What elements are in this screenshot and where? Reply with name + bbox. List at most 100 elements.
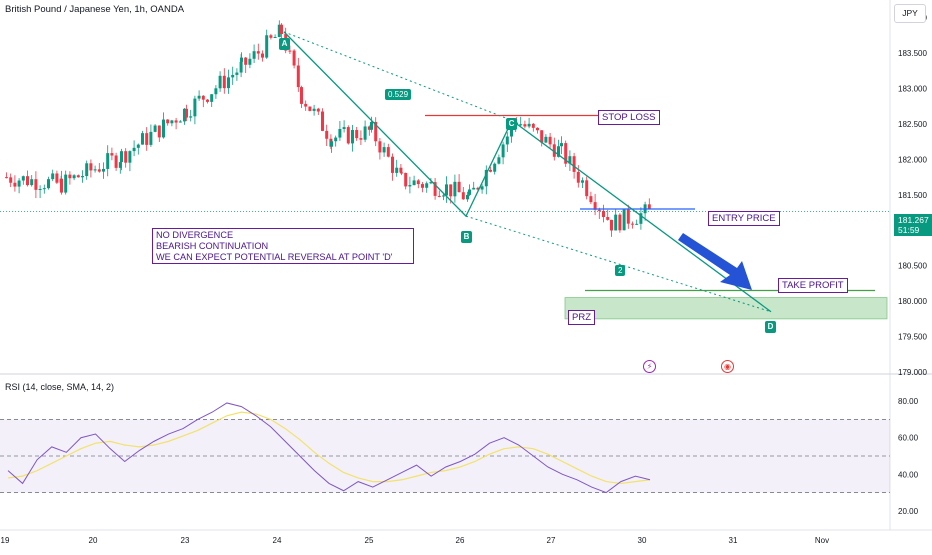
candle bbox=[244, 57, 248, 65]
candle bbox=[248, 58, 252, 65]
candle bbox=[395, 167, 399, 173]
candle bbox=[256, 51, 260, 54]
candle bbox=[21, 176, 25, 181]
time-tick-label: 30 bbox=[638, 536, 647, 545]
candle bbox=[118, 162, 122, 168]
candle bbox=[280, 24, 283, 35]
candle bbox=[437, 195, 441, 197]
candle bbox=[235, 72, 239, 75]
candle bbox=[288, 50, 292, 52]
candle bbox=[30, 179, 34, 186]
current-price-value: 181.267 bbox=[898, 215, 929, 225]
candle bbox=[222, 75, 226, 89]
prz-zone bbox=[564, 297, 888, 320]
symbol-title: British Pound / Japanese Yen, 1h, OANDA bbox=[5, 4, 185, 15]
candle bbox=[639, 213, 643, 224]
candle bbox=[593, 202, 597, 210]
bd-extension-line bbox=[465, 215, 772, 313]
candle bbox=[240, 57, 243, 62]
candle bbox=[564, 143, 568, 164]
candle bbox=[210, 94, 214, 102]
candle bbox=[60, 178, 63, 193]
candle bbox=[145, 133, 149, 145]
candle bbox=[136, 144, 140, 148]
candle bbox=[560, 143, 563, 147]
candle bbox=[342, 127, 346, 130]
candle bbox=[367, 126, 371, 130]
candle bbox=[312, 108, 316, 111]
point-c-label[interactable]: C bbox=[506, 118, 517, 130]
candle bbox=[647, 204, 651, 209]
target-icon[interactable]: ◉ bbox=[721, 360, 734, 373]
candle bbox=[581, 180, 584, 183]
point-d-label[interactable]: D bbox=[765, 321, 776, 333]
candle bbox=[461, 192, 465, 200]
candle bbox=[68, 174, 72, 179]
rsi-tick-label: 40.00 bbox=[898, 470, 919, 479]
candle bbox=[214, 88, 218, 95]
candle bbox=[370, 121, 373, 130]
time-tick-label: 25 bbox=[365, 536, 374, 545]
candle bbox=[610, 219, 613, 231]
currency-button[interactable]: JPY bbox=[894, 4, 926, 23]
candle bbox=[170, 120, 174, 124]
candle bbox=[626, 209, 630, 224]
candle bbox=[576, 171, 580, 183]
candle bbox=[501, 144, 505, 158]
prz-label[interactable]: PRZ bbox=[568, 310, 595, 325]
candle bbox=[201, 95, 205, 100]
rsi-title: RSI (14, close, SMA, 14, 2) bbox=[5, 382, 115, 392]
candle bbox=[399, 167, 403, 173]
candle bbox=[265, 35, 269, 58]
entry-price-label[interactable]: ENTRY PRICE bbox=[708, 211, 780, 226]
point-a-label[interactable]: A bbox=[279, 38, 290, 50]
candle bbox=[81, 176, 84, 178]
bd-ratio-label[interactable]: 2 bbox=[615, 265, 626, 276]
candle bbox=[363, 126, 367, 140]
candle bbox=[531, 123, 535, 128]
candle bbox=[26, 176, 29, 186]
price-tick-label: 179.000 bbox=[898, 368, 927, 377]
take-profit-label[interactable]: TAKE PROFIT bbox=[778, 278, 848, 293]
candle bbox=[110, 153, 114, 156]
flash-icon[interactable]: ⚡ bbox=[643, 360, 656, 373]
candle bbox=[120, 151, 123, 163]
time-tick-label: 27 bbox=[547, 536, 556, 545]
stop-loss-label[interactable]: STOP LOSS bbox=[598, 110, 660, 125]
candle bbox=[149, 131, 153, 145]
price-tick-label: 182.500 bbox=[898, 120, 927, 129]
candle bbox=[89, 163, 93, 171]
projection-arrow bbox=[678, 233, 752, 290]
candle bbox=[585, 180, 589, 197]
ac-ratio-label[interactable]: 0.529 bbox=[385, 89, 412, 100]
time-tick-label: 19 bbox=[1, 536, 10, 545]
time-tick-label: 24 bbox=[273, 536, 282, 545]
candle bbox=[132, 147, 136, 152]
candle bbox=[178, 121, 182, 123]
candle bbox=[493, 163, 497, 172]
point-b-label[interactable]: B bbox=[461, 231, 472, 243]
candle bbox=[568, 156, 572, 164]
candle bbox=[351, 130, 354, 144]
candle bbox=[382, 147, 386, 153]
candle bbox=[102, 168, 105, 172]
price-tick-label: 181.500 bbox=[898, 191, 927, 200]
candle bbox=[85, 163, 89, 177]
candle bbox=[497, 157, 501, 164]
candle bbox=[106, 153, 110, 169]
candle bbox=[183, 108, 186, 122]
candle bbox=[13, 182, 17, 187]
candle bbox=[157, 125, 161, 138]
current-price-tag: 181.267 51:59 bbox=[894, 214, 932, 236]
candle bbox=[412, 180, 416, 186]
price-tick-label: 182.000 bbox=[898, 155, 927, 164]
candle bbox=[597, 209, 601, 211]
candle bbox=[321, 111, 324, 131]
candle bbox=[472, 187, 476, 190]
price-tick-label: 183.000 bbox=[898, 85, 927, 94]
candle bbox=[614, 214, 618, 231]
analysis-note[interactable]: NO DIVERGENCE BEARISH CONTINUATION WE CA… bbox=[152, 228, 414, 264]
candle bbox=[622, 209, 626, 231]
